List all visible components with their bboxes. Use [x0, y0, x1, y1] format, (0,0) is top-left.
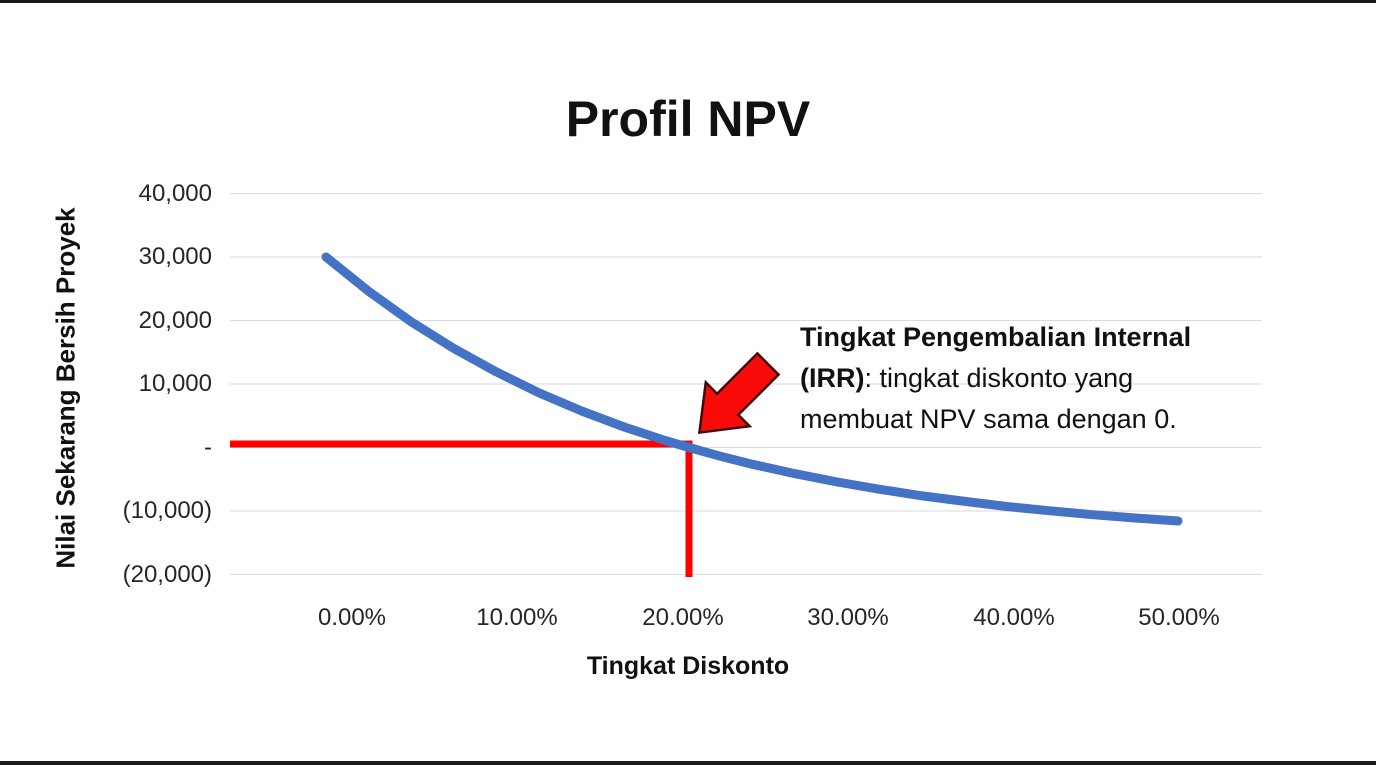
y-tick-label: 40,000 [138, 180, 212, 207]
y-tick-label: 20,000 [138, 307, 212, 334]
x-tick-label: 50.00% [1138, 604, 1220, 631]
npv-curve [321, 252, 1183, 526]
y-tick-label: (20,000) [122, 561, 212, 588]
x-tick-label: 20.00% [642, 604, 724, 631]
annotation-line: Tingkat Pengembalian Internal [800, 322, 1192, 352]
y-tick-label: 30,000 [138, 243, 212, 270]
annotation-line: membuat NPV sama dengan 0. [800, 404, 1177, 434]
photo-edge-bottom [0, 761, 1376, 765]
x-tick-label: 10.00% [476, 604, 558, 631]
x-tick-label: 40.00% [973, 604, 1055, 631]
y-tick-label: - [204, 434, 212, 461]
y-tick-label: 10,000 [138, 370, 212, 397]
x-axis-title: Tingkat Diskonto [586, 652, 790, 680]
chart-title: Profil NPV [565, 91, 811, 147]
photo-edge-top [0, 0, 1376, 3]
x-tick-label: 0.00% [317, 604, 387, 631]
irr-annotation: Tingkat Pengembalian Internal (IRR): tin… [800, 317, 1280, 440]
y-tick-label: (10,000) [122, 497, 212, 524]
annotation-line: (IRR): tingkat diskonto yang [800, 363, 1134, 393]
irr-arrow-icon [697, 351, 781, 435]
x-tick-label: 30.00% [807, 604, 889, 631]
